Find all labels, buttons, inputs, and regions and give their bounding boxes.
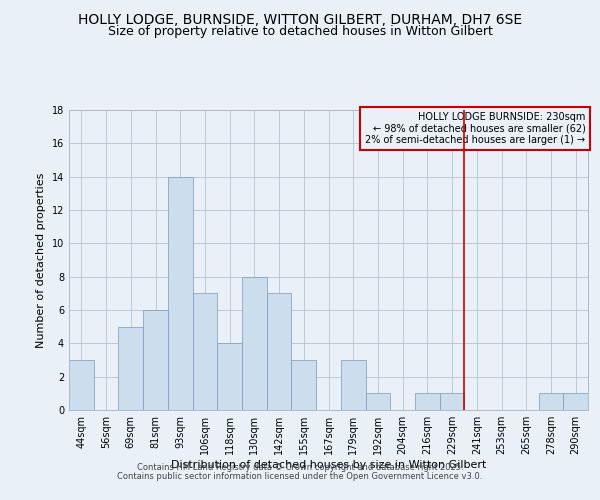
Bar — [242, 276, 267, 410]
Text: HOLLY LODGE BURNSIDE: 230sqm
← 98% of detached houses are smaller (62)
2% of sem: HOLLY LODGE BURNSIDE: 230sqm ← 98% of de… — [365, 112, 586, 144]
Bar — [193, 294, 217, 410]
Bar — [118, 326, 143, 410]
Bar — [539, 394, 563, 410]
Bar — [415, 394, 440, 410]
Bar — [267, 294, 292, 410]
Bar — [69, 360, 94, 410]
X-axis label: Distribution of detached houses by size in Witton Gilbert: Distribution of detached houses by size … — [171, 460, 486, 470]
Bar — [143, 310, 168, 410]
Y-axis label: Number of detached properties: Number of detached properties — [36, 172, 46, 348]
Bar — [168, 176, 193, 410]
Bar — [563, 394, 588, 410]
Bar — [292, 360, 316, 410]
Text: Contains public sector information licensed under the Open Government Licence v3: Contains public sector information licen… — [118, 472, 482, 481]
Bar — [217, 344, 242, 410]
Bar — [440, 394, 464, 410]
Text: HOLLY LODGE, BURNSIDE, WITTON GILBERT, DURHAM, DH7 6SE: HOLLY LODGE, BURNSIDE, WITTON GILBERT, D… — [78, 12, 522, 26]
Bar — [365, 394, 390, 410]
Text: Size of property relative to detached houses in Witton Gilbert: Size of property relative to detached ho… — [107, 25, 493, 38]
Text: Contains HM Land Registry data © Crown copyright and database right 2025.: Contains HM Land Registry data © Crown c… — [137, 464, 463, 472]
Bar — [341, 360, 365, 410]
